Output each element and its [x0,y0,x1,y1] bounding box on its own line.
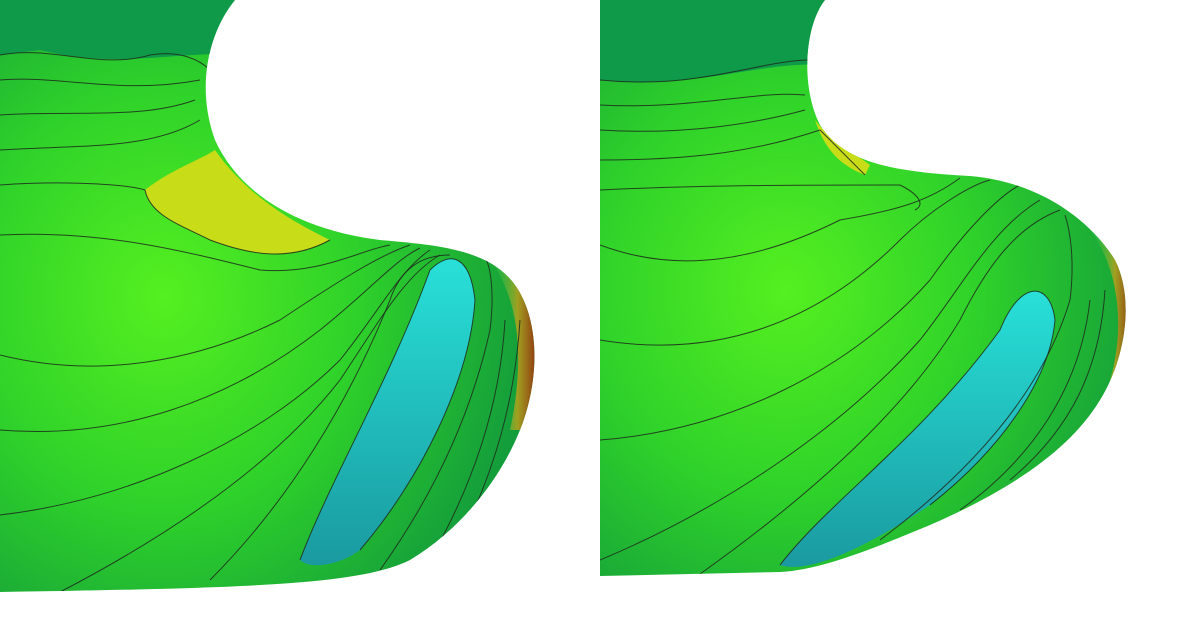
left-surface [0,0,535,592]
right-surface [600,0,1126,576]
